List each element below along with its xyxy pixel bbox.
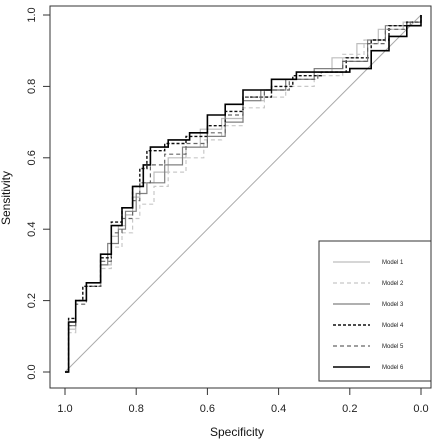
y-tick-label: 0.4 (26, 222, 38, 237)
y-tick-label: 0.6 (26, 150, 38, 165)
reference-line-layer (64, 14, 422, 373)
legend-box (318, 240, 432, 382)
y-tick-label: 0.8 (26, 79, 38, 94)
y-axis: 0.0 0.2 0.4 0.6 0.8 1.0 (26, 7, 50, 380)
x-tick-label: 1.0 (57, 403, 72, 415)
legend-label-model-2: Model 2 (382, 281, 404, 287)
x-tick-label: 0.4 (271, 403, 286, 415)
plot-frame (49, 5, 432, 389)
y-tick-label: 0.0 (26, 364, 38, 379)
series-layer (65, 15, 422, 373)
series-line-model-6 (65, 15, 422, 373)
reference-diagonal-line (64, 14, 422, 373)
legend-label-model-6: Model 6 (382, 365, 404, 371)
legend-label-model-1: Model 1 (382, 260, 404, 266)
x-tick-label: 0.6 (200, 403, 215, 415)
legend-label-model-5: Model 5 (382, 344, 404, 350)
y-tick-label: 0.2 (26, 293, 38, 308)
legend-label-model-4: Model 4 (382, 323, 404, 329)
x-axis-title: Specificity (210, 425, 264, 439)
x-axis: 1.0 0.8 0.6 0.4 0.2 0.0 (57, 388, 429, 415)
x-tick-label: 0.8 (129, 403, 144, 415)
x-tick-label: 0.0 (413, 403, 428, 415)
y-tick-label: 1.0 (26, 7, 38, 22)
y-axis-title: Sensitivity (0, 171, 13, 225)
legend-label-model-3: Model 3 (382, 302, 404, 308)
x-tick-label: 0.2 (342, 403, 357, 415)
legend: Model 1 Model 2 Model 3 Model 4 Model 5 Model… (318, 240, 432, 382)
